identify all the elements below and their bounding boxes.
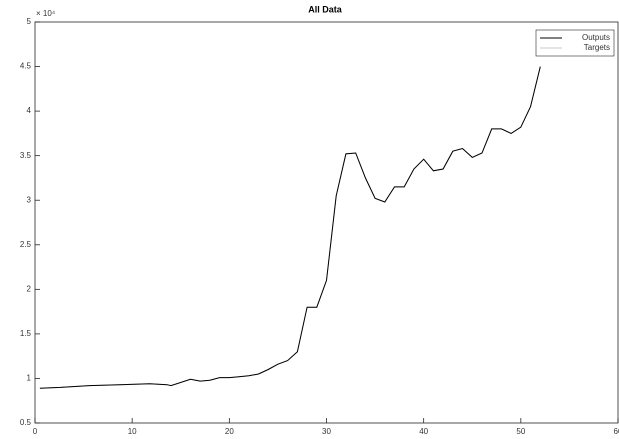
plot-area [34, 21, 619, 424]
data-line [39, 66, 541, 389]
y-tick-label: 4 [27, 106, 32, 115]
y-tick-label: 2.5 [20, 240, 32, 249]
chart-title: All Data [308, 4, 343, 14]
legend-label: Targets [584, 43, 610, 52]
y-tick-label: 1.5 [20, 329, 32, 338]
x-tick-label: 40 [419, 427, 428, 436]
x-tick-label: 60 [614, 427, 619, 436]
x-tick-label: 20 [225, 427, 234, 436]
legend-label: Outputs [582, 33, 610, 42]
x-tick-label: 50 [516, 427, 525, 436]
x-tick-label: 30 [322, 427, 331, 436]
y-multiplier: × 10⁴ [36, 9, 56, 18]
y-tick-label: 2 [27, 284, 32, 293]
y-tick-label: 3 [27, 195, 32, 204]
legend-box [535, 29, 615, 57]
x-tick-label: 10 [128, 427, 137, 436]
y-tick-label: 3.5 [20, 151, 32, 160]
y-tick-label: 5 [27, 17, 32, 26]
y-tick-label: 1 [27, 374, 32, 383]
y-tick-label: 4.5 [20, 62, 32, 71]
y-tick-label: 0.5 [20, 418, 32, 427]
x-tick-label: 0 [33, 427, 38, 436]
